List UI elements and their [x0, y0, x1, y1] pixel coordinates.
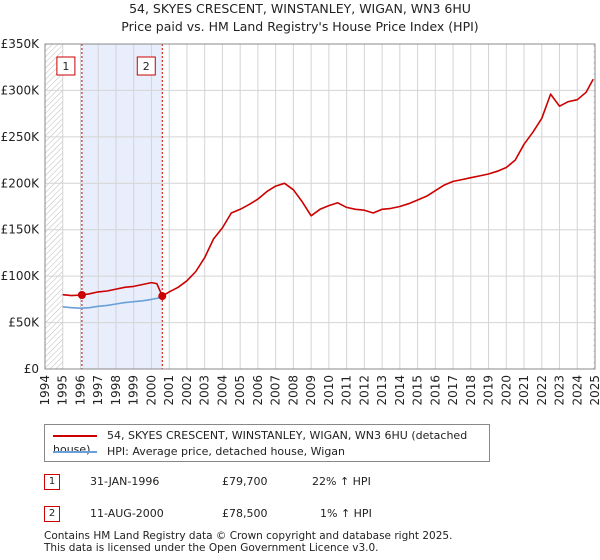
- ownership-shade: [81, 44, 163, 369]
- hpi-line: [62, 296, 163, 310]
- x-tick-label: 2021: [517, 375, 531, 406]
- x-tick-label: 2005: [233, 375, 247, 406]
- legend-swatch-hpi: [53, 451, 97, 453]
- x-tick-label: 2008: [286, 375, 300, 406]
- footer-licence: This data is licensed under the Open Gov…: [44, 542, 379, 554]
- x-tick-label: 2004: [215, 375, 229, 406]
- x-tick-label: 2012: [357, 375, 371, 406]
- y-tick-label: £250K: [1, 130, 41, 144]
- sale-hpi-diff: 22% ↑ HPI: [312, 475, 371, 488]
- x-tick-label: 2003: [198, 375, 212, 406]
- sale-label-text: 2: [143, 60, 150, 73]
- sale-marker-badge: 2: [44, 506, 60, 522]
- x-tick-label: 2010: [322, 375, 336, 406]
- sale-label-box: [56, 56, 76, 76]
- x-tick-label: 2016: [428, 375, 442, 406]
- chart-title: 54, SKYES CRESCENT, WINSTANLEY, WIGAN, W…: [129, 1, 471, 16]
- sale-label-text: 1: [62, 60, 69, 73]
- legend-label-hpi: HPI: Average price, detached house, Wiga…: [107, 445, 346, 458]
- x-tick-label: 2002: [180, 375, 194, 406]
- sale-point: [158, 292, 167, 301]
- x-tick-label: 2018: [464, 375, 478, 406]
- chart-subtitle: Price paid vs. HM Land Registry's House …: [121, 19, 478, 34]
- sale-date: 31-JAN-1996: [90, 475, 160, 488]
- y-tick-label: £0: [24, 362, 39, 376]
- hatch-before-data: [45, 44, 63, 369]
- chart-legend: 54, SKYES CRESCENT, WINSTANLEY, WIGAN, W…: [44, 424, 490, 462]
- x-tick-label: 2015: [411, 375, 425, 406]
- footer-copyright: Contains HM Land Registry data © Crown c…: [44, 530, 453, 542]
- legend-swatch-property: [53, 435, 97, 437]
- sale-point: [77, 290, 86, 299]
- x-tick-label: 1995: [56, 375, 70, 406]
- x-tick-label: 2013: [375, 375, 389, 406]
- y-tick-label: £200K: [1, 176, 41, 190]
- x-tick-label: 2014: [393, 375, 407, 406]
- x-tick-label: 2023: [553, 375, 567, 406]
- x-tick-label: 1997: [91, 375, 105, 406]
- x-tick-label: 2011: [340, 375, 354, 406]
- sale-label-box: [136, 56, 156, 76]
- x-tick-label: 2006: [251, 375, 265, 406]
- legend-item-hpi: HPI: Average price, detached house, Wiga…: [53, 445, 345, 459]
- x-tick-label: 2007: [269, 375, 283, 406]
- x-tick-label: 1996: [73, 375, 87, 406]
- y-tick-label: £150K: [1, 223, 41, 237]
- x-tick-label: 2019: [482, 375, 496, 406]
- y-tick-label: £100K: [1, 269, 41, 283]
- y-tick-label: £50K: [8, 316, 40, 330]
- sale-date: 11-AUG-2000: [90, 507, 164, 520]
- sale-price: £79,700: [222, 475, 268, 488]
- x-tick-label: 1998: [109, 375, 123, 406]
- sale-hpi-diff: 1% ↑ HPI: [320, 507, 372, 520]
- footer: Contains HM Land Registry data © Crown c…: [44, 530, 452, 554]
- x-tick-label: 1999: [127, 375, 141, 406]
- x-tick-label: 2022: [535, 375, 549, 406]
- plot-border: [44, 43, 596, 370]
- hatch-after-data: [593, 44, 595, 369]
- x-tick-label: 2017: [446, 375, 460, 406]
- sale-price: £78,500: [222, 507, 268, 520]
- sale-marker-badge: 1: [44, 474, 60, 490]
- property-price-line: [62, 78, 594, 297]
- x-tick-label: 2025: [588, 375, 600, 406]
- x-tick-label: 2001: [162, 375, 176, 406]
- x-tick-label: 2009: [304, 375, 318, 406]
- price-chart: 54, SKYES CRESCENT, WINSTANLEY, WIGAN, W…: [1, 1, 600, 406]
- y-tick-label: £300K: [1, 83, 41, 97]
- x-tick-label: 2020: [499, 375, 513, 406]
- y-tick-label: £350K: [1, 37, 41, 51]
- x-tick-label: 2000: [144, 375, 158, 406]
- x-tick-label: 1994: [38, 375, 52, 406]
- x-tick-label: 2024: [570, 375, 584, 406]
